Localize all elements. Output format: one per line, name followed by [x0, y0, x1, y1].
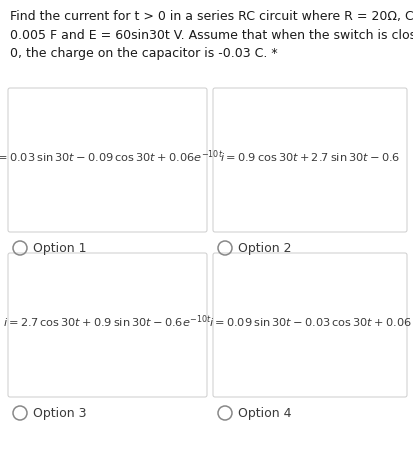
FancyBboxPatch shape [8, 253, 206, 397]
Text: $i = 0.03\,\sin 30t - 0.09\,\cos 30t + 0.06e^{-10t}$: $i = 0.03\,\sin 30t - 0.09\,\cos 30t + 0… [0, 149, 223, 166]
Text: Option 3: Option 3 [33, 406, 86, 420]
Text: $i = 0.09\,\sin 30t - 0.03\,\cos 30t + 0.06$: $i = 0.09\,\sin 30t - 0.03\,\cos 30t + 0… [208, 316, 411, 328]
Text: $i = 2.7\,\cos 30t + 0.9\,\sin 30t - 0.6e^{-10t}$: $i = 2.7\,\cos 30t + 0.9\,\sin 30t - 0.6… [3, 314, 211, 331]
FancyBboxPatch shape [8, 88, 206, 232]
FancyBboxPatch shape [212, 253, 406, 397]
Text: Option 4: Option 4 [237, 406, 291, 420]
Text: Find the current for t > 0 in a series RC circuit where R = 20Ω, C =
0.005 F and: Find the current for t > 0 in a series R… [10, 10, 413, 60]
Text: Option 2: Option 2 [237, 242, 291, 254]
FancyBboxPatch shape [212, 88, 406, 232]
Text: Option 1: Option 1 [33, 242, 86, 254]
Text: $i = 0.9\,\cos 30t + 2.7\,\sin 30t - 0.6$: $i = 0.9\,\cos 30t + 2.7\,\sin 30t - 0.6… [219, 151, 399, 163]
